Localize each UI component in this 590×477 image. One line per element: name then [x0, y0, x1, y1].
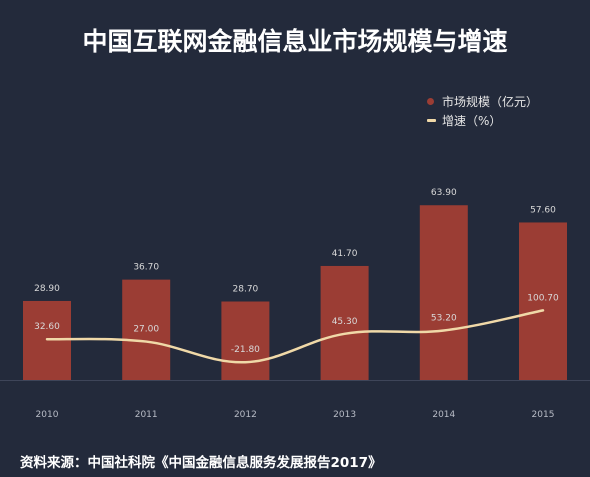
growth-value-label-2011: 27.00	[133, 325, 159, 335]
legend-label-growth: 增速（%）	[442, 114, 502, 128]
x-tick-label-2011: 2011	[135, 410, 158, 420]
bar-value-label-2013: 41.70	[332, 249, 358, 259]
bar-value-label-2010: 28.90	[34, 284, 60, 294]
growth-value-label-2013: 45.30	[332, 317, 358, 327]
bar-2011	[122, 279, 171, 380]
x-tick-label-2015: 2015	[532, 410, 555, 420]
legend-label-scale: 市场规模（亿元）	[442, 95, 539, 109]
growth-value-label-2015: 100.70	[527, 293, 559, 303]
growth-value-label-2010: 32.60	[34, 322, 60, 332]
x-tick-label-2010: 2010	[36, 410, 59, 420]
growth-value-label-2014: 53.20	[431, 313, 457, 323]
bar-2010	[23, 300, 71, 380]
legend-line-marker	[427, 119, 436, 122]
bar-value-label-2012: 28.70	[233, 285, 259, 295]
legend-item-growth: 增速（%）	[427, 111, 538, 130]
x-tick-label-2014: 2014	[432, 410, 455, 420]
legend: 市场规模（亿元） 增速（%）	[427, 92, 538, 130]
bar-2013	[320, 265, 369, 380]
bar-value-label-2015: 57.60	[530, 205, 556, 215]
growth-value-label-2012: -21.80	[231, 345, 260, 355]
bar-2015	[519, 222, 567, 380]
x-tick-label-2013: 2013	[333, 410, 356, 420]
x-tick-label-2012: 2012	[234, 410, 257, 420]
bar-2014	[419, 205, 468, 380]
growth-line	[45, 309, 545, 364]
bar-value-label-2014: 63.90	[431, 188, 457, 198]
legend-bar-marker	[427, 98, 434, 105]
legend-item-scale: 市场规模（亿元）	[427, 92, 538, 111]
source-note: 资料来源：中国社科院《中国金融信息服务发展报告2017》	[20, 455, 382, 471]
bar-2012	[221, 301, 270, 380]
bar-value-label-2011: 36.70	[133, 263, 159, 273]
chart-title: 中国互联网金融信息业市场规模与增速	[82, 27, 508, 56]
